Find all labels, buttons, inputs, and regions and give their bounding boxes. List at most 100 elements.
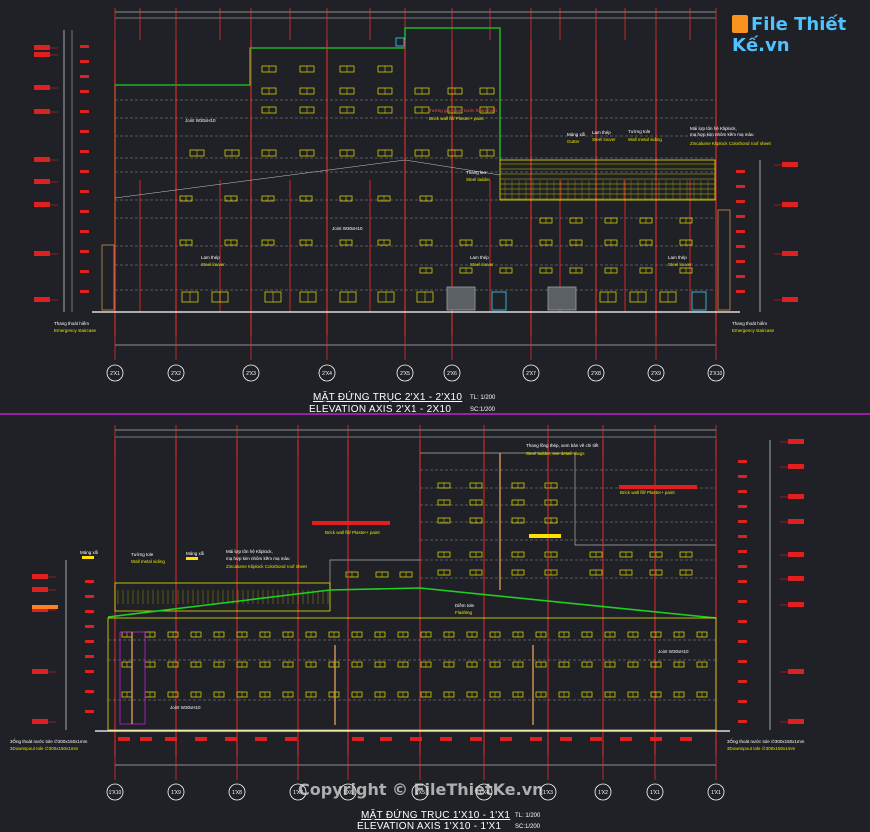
roller-door — [446, 286, 476, 311]
right-ticks — [736, 200, 745, 203]
axis-label: 2'X3 — [246, 371, 256, 377]
axis-circle — [242, 364, 260, 382]
grid-axis-bubble: 2'X4 — [318, 364, 336, 382]
bottom-note-gutter: Máng xối — [80, 550, 99, 555]
grid-axis-bubble: 2'X7 — [522, 364, 540, 382]
footing-mark — [620, 737, 632, 741]
footing-mark — [285, 737, 297, 741]
left-ticks — [85, 580, 94, 583]
right-ticks — [738, 700, 747, 703]
left-ticks — [85, 610, 94, 613]
level-marker — [34, 109, 58, 114]
bottom-note-gutter2: Máng xối — [186, 551, 205, 556]
grid-axis-bubble: 1'X8 — [228, 783, 246, 801]
footing-mark — [530, 737, 542, 741]
grid-axis-bubble: 1'X2 — [594, 783, 612, 801]
brand-logo: File Thiết Kế.vn — [732, 14, 870, 56]
grid-axis-bubble: 1'X5 — [411, 783, 429, 801]
right-ticks — [738, 475, 747, 478]
level-marker — [34, 251, 58, 256]
level-tag — [34, 157, 50, 162]
grid-axis-bubble: 2'X9 — [647, 364, 665, 382]
right-ticks — [738, 505, 747, 508]
axis-label: 2'X7 — [526, 371, 536, 377]
left-ticks — [85, 710, 94, 713]
bottom-note-siding-vn: Tường tole — [131, 552, 154, 557]
side-block-outline — [329, 559, 420, 590]
axis-label: 1'X1 — [711, 790, 721, 796]
level-marker — [34, 85, 58, 90]
right-ticks — [738, 640, 747, 643]
footing-mark — [650, 737, 662, 741]
axis-circle — [167, 783, 185, 801]
top-note-louver4-vn: Lam thép — [668, 255, 687, 260]
level-marker — [32, 574, 56, 579]
level-tag — [34, 202, 50, 207]
emergency-stair-right — [717, 209, 731, 311]
top-note-stair-l-vn: Thang thoát hiểm — [54, 321, 90, 326]
bottom-note-ladder-vn: Thang lồng thép, xem bản vẽ chi tiết — [526, 443, 599, 448]
right-ticks — [738, 550, 747, 553]
bottom-title-en: ELEVATION AXIS 1'X10 - 1'X1 — [357, 821, 502, 832]
axis-circle — [106, 783, 124, 801]
left-ticks — [85, 625, 94, 628]
axis-circle — [522, 364, 540, 382]
grid-axis-bubble: 1'X3 — [539, 783, 557, 801]
right-ticks — [736, 170, 745, 173]
left-ticks — [80, 230, 89, 233]
left-ticks — [80, 210, 89, 213]
axis-label: 1'X3 — [543, 790, 553, 796]
door — [491, 291, 507, 311]
grid-axis-bubble: 2'X8 — [587, 364, 605, 382]
level-tag — [788, 602, 804, 607]
footing-mark — [680, 737, 692, 741]
level-tag — [788, 464, 804, 469]
grid-axis-bubble: 2'X2 — [167, 364, 185, 382]
right-ticks — [738, 535, 747, 538]
axis-circle — [228, 783, 246, 801]
top-note-louver3-en: Steel louver — [470, 262, 494, 267]
bottom-scale-vn: TL: 1/200 — [515, 813, 541, 819]
bottom-note-roof-vn2: mạ hợp kim nhôm kẽm mạ màu — [226, 556, 290, 561]
bottom-note-ladder-en: Steel ladder, see detail. dwgs — [526, 451, 585, 456]
level-tag — [782, 162, 798, 167]
footing-mark — [352, 737, 364, 741]
level-tag — [788, 669, 804, 674]
level-tag-orange — [32, 605, 58, 609]
right-ticks — [738, 620, 747, 623]
top-title-vn: MẶT ĐỨNG TRỤC 2'X1 - 2'X10 — [313, 392, 463, 403]
bottom-note-down-l1: 3Ống thoát nước tole ∅300x150x1mm — [10, 739, 88, 744]
bottom-elevation: 1'X10 1'X9 1'X8 1'X7 1'X6 1'X5 1'X4 1'X3 1'X2 1'X… — [32, 425, 804, 801]
axis-circle — [318, 364, 336, 382]
footing-mark — [255, 737, 267, 741]
footing-mark — [470, 737, 482, 741]
level-tag — [782, 202, 798, 207]
left-ticks — [80, 130, 89, 133]
bottom-note-flashing-vn: Diềm tole — [455, 603, 475, 608]
axis-circle — [587, 364, 605, 382]
top-note-brick-en: Brick wall fill/ Plaster+ paint — [429, 116, 484, 121]
bottom-note-brick-r: Brick wall fill/ Plaster+ paint — [620, 490, 675, 495]
grid-axis-bubble: 1'X7 — [289, 783, 307, 801]
axis-circle — [339, 783, 357, 801]
emergency-stair-left — [101, 244, 115, 311]
left-ticks — [85, 595, 94, 598]
top-note-louver3-vn: Lam thép — [470, 255, 489, 260]
top-note-stair-l-en: Emergency staircase — [54, 328, 97, 333]
level-marker — [34, 297, 58, 302]
axis-label: 1'X1 — [650, 790, 660, 796]
top-note-ladder-en: Steel ladder — [466, 177, 491, 182]
right-ticks — [736, 290, 745, 293]
right-ticks — [738, 580, 747, 583]
roof-hatch — [395, 37, 405, 47]
footing-mark — [140, 737, 152, 741]
level-marker — [774, 251, 798, 256]
footing-mark — [590, 737, 602, 741]
level-tag — [34, 179, 50, 184]
footing-mark — [560, 737, 572, 741]
axis-circle — [396, 364, 414, 382]
grid-axis-bubble: 2'X6 — [443, 364, 461, 382]
axis-label: 2'X8 — [591, 371, 601, 377]
left-ticks — [85, 670, 94, 673]
axis-circle — [594, 783, 612, 801]
